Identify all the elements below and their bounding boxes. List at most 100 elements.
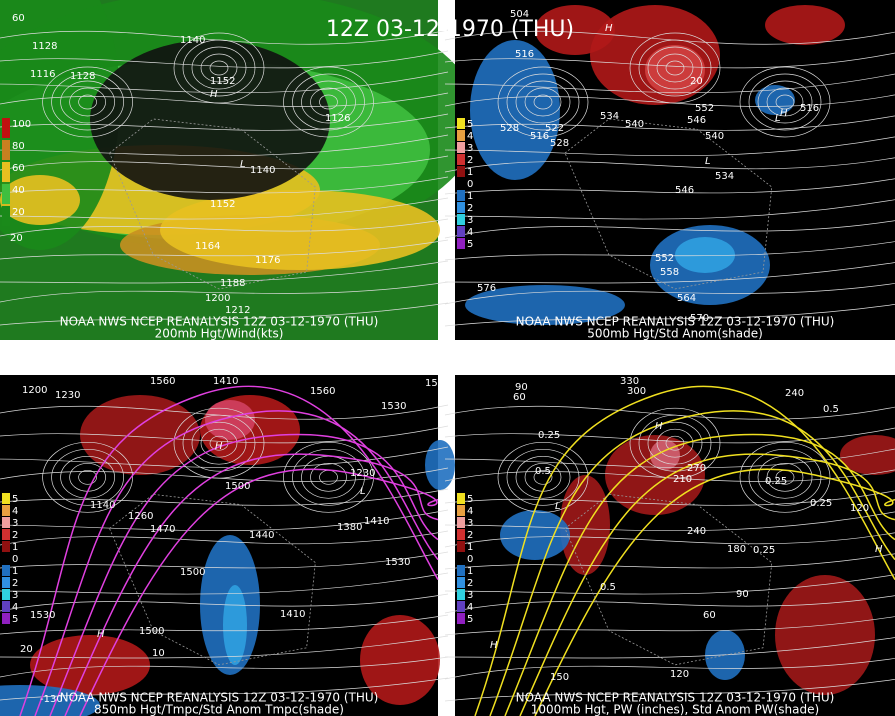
height-contour <box>739 441 831 513</box>
height-contour <box>444 511 895 532</box>
contour-label: 150 <box>550 672 569 683</box>
legend-swatch <box>457 601 465 612</box>
height-contour <box>647 46 703 90</box>
contour-label: 552 <box>695 103 714 114</box>
contour-label: 504 <box>510 9 529 20</box>
contour-label: H <box>210 89 218 100</box>
contour-label: 60 <box>703 610 716 621</box>
temp-contour <box>534 468 895 716</box>
height-contour <box>665 60 685 76</box>
contour-label: 10 <box>152 648 165 659</box>
legend-label: 4 <box>467 602 473 613</box>
height-contour <box>444 115 895 131</box>
anomaly-shading <box>470 40 560 180</box>
height-contour <box>444 448 895 469</box>
height-contour <box>78 94 97 110</box>
contour-label: 576 <box>477 283 496 294</box>
height-contour <box>0 677 449 701</box>
panel-subcaption: 500mb Hgt/Std Anom(shade) <box>587 327 763 341</box>
contour-label: 1126 <box>325 113 350 124</box>
contour-label: 1200 <box>22 385 47 396</box>
contour-label: L <box>240 159 246 170</box>
height-contour <box>310 462 347 492</box>
height-contour <box>444 427 895 444</box>
height-contour <box>444 574 895 595</box>
height-contour <box>0 176 449 194</box>
legend-swatch <box>457 613 465 624</box>
contour-label: 0.25 <box>538 430 560 441</box>
legend-swatch <box>2 118 10 138</box>
height-contour <box>0 134 449 157</box>
legend-swatch <box>457 178 465 189</box>
panel-subcaption: 1000mb Hgt, PW (inches), Std Anom PW(sha… <box>531 703 819 716</box>
anomaly-shading <box>30 635 150 695</box>
contour-label: 1560 <box>310 386 335 397</box>
anomaly-shading <box>360 615 440 705</box>
temp-contour <box>34 410 439 716</box>
height-contour <box>200 428 238 458</box>
contour-label: 120 <box>850 503 869 514</box>
legend-swatch <box>457 154 465 165</box>
legend-label: 5 <box>467 614 473 625</box>
contour-label: 516 <box>800 103 819 114</box>
contour-label: 180 <box>727 544 746 555</box>
contour-label: 1230 <box>350 468 375 479</box>
height-contour <box>444 178 895 195</box>
legend-swatch <box>2 493 10 504</box>
legend-swatch <box>2 613 10 624</box>
height-contour <box>0 92 449 107</box>
legend-swatch <box>2 565 10 576</box>
contour-label: 1260 <box>128 511 153 522</box>
legend-label: 2 <box>467 203 473 214</box>
legend-label: 5 <box>467 239 473 250</box>
contour-label: 20 <box>20 644 33 655</box>
legend-swatch <box>457 130 465 141</box>
height-contour <box>444 52 895 69</box>
legend-label: 0 <box>467 179 473 190</box>
panel-caption: NOAA NWS NCEP REANALYSIS 12Z 03-12-1970 … <box>516 315 835 329</box>
legend-label: 80 <box>12 141 25 152</box>
height-contour <box>60 80 115 124</box>
contour-label: 1500 <box>225 481 250 492</box>
contour-label: H <box>215 441 223 452</box>
legend-label: 3 <box>467 143 473 154</box>
height-contour <box>42 441 133 513</box>
legend-label: 2 <box>12 578 18 589</box>
height-contour <box>69 87 106 117</box>
contour-label: 516 <box>530 131 549 142</box>
height-contour <box>0 593 449 612</box>
height-contour <box>182 414 256 472</box>
height-contour <box>51 73 124 131</box>
height-contour <box>656 53 694 83</box>
legend-label: 4 <box>467 227 473 238</box>
temp-contour <box>79 468 439 716</box>
legend-label: 2 <box>12 530 18 541</box>
legend-label: 5 <box>467 119 473 130</box>
legend-label: 3 <box>12 590 18 601</box>
height-contour <box>444 136 895 157</box>
contour-label: 1140 <box>180 35 205 46</box>
contour-label: 1212 <box>225 305 250 316</box>
contour-label: 240 <box>687 526 706 537</box>
contour-label: 0.25 <box>810 498 832 509</box>
height-contour <box>0 302 449 326</box>
legend-label: 2 <box>467 530 473 541</box>
contour-label: 1116 <box>30 69 55 80</box>
contour-label: 540 <box>705 131 724 142</box>
height-contour <box>444 616 895 636</box>
legend-swatch <box>457 493 465 504</box>
legend-label: 2 <box>467 578 473 589</box>
height-contour <box>638 414 712 472</box>
height-contour <box>444 241 895 261</box>
height-contour <box>444 283 895 305</box>
legend-swatch <box>457 166 465 177</box>
legend-label: 4 <box>12 506 18 517</box>
height-contour <box>497 66 589 138</box>
legend-label: 20 <box>12 207 25 218</box>
contour-label: L <box>555 501 561 512</box>
legend-swatch <box>2 541 10 552</box>
coastline <box>564 493 773 666</box>
